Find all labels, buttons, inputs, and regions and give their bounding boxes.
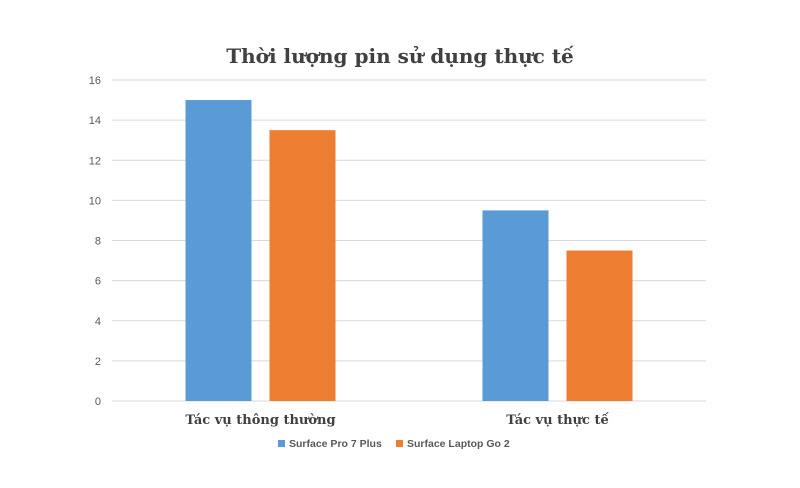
x-axis-category-labels: Tác vụ thông thường Tác vụ thực tế: [185, 412, 609, 428]
bar-surface-laptop-go-2-0: [269, 130, 336, 401]
chart-title: Thời lượng pin sử dụng thực tế: [226, 44, 574, 68]
y-tick-label: 8: [95, 236, 101, 248]
y-tick-label: 14: [89, 115, 101, 127]
bar-surface-pro-7-plus-1: [482, 210, 549, 401]
legend-swatch: [278, 440, 285, 447]
y-tick-label: 16: [89, 75, 101, 87]
legend-label: Surface Laptop Go 2: [407, 438, 510, 450]
bar-surface-pro-7-plus-0: [185, 100, 252, 401]
x-category-label: Tác vụ thực tế: [506, 412, 609, 428]
bar-surface-laptop-go-2-1: [566, 250, 633, 401]
y-tick-label: 0: [95, 396, 101, 408]
y-tick-label: 4: [95, 316, 101, 328]
legend-label: Surface Pro 7 Plus: [289, 438, 382, 450]
legend: Surface Pro 7 Plus Surface Laptop Go 2: [278, 438, 510, 450]
y-tick-label: 2: [95, 356, 101, 368]
y-tick-label: 6: [95, 276, 101, 288]
x-category-label: Tác vụ thông thường: [185, 413, 335, 428]
y-axis-tick-labels: 0 2 4 6 8 10 12 14 16: [89, 75, 101, 408]
legend-swatch: [396, 440, 403, 447]
bars: [185, 100, 633, 401]
y-tick-label: 10: [89, 195, 101, 207]
y-tick-label: 12: [89, 155, 101, 167]
